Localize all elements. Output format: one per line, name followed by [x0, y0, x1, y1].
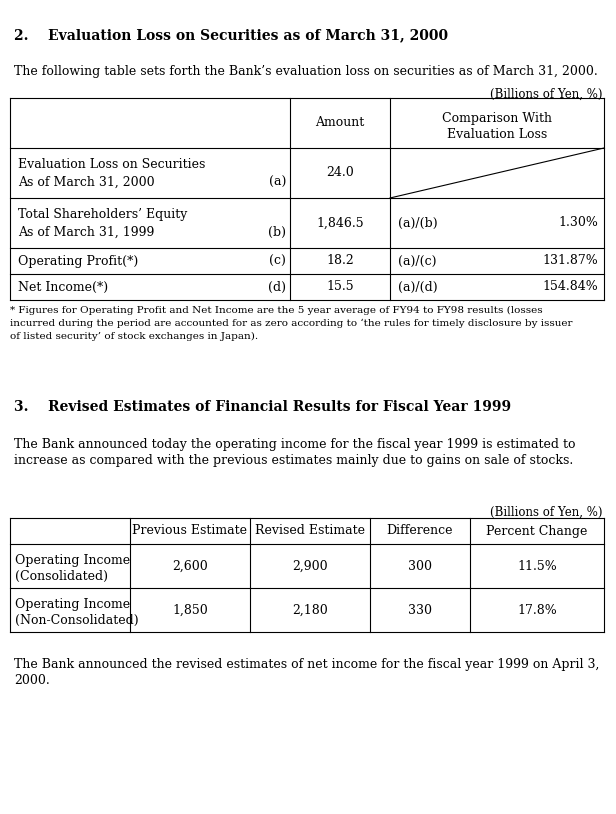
- Text: Revised Estimate: Revised Estimate: [255, 524, 365, 537]
- Text: Difference: Difference: [387, 524, 453, 537]
- Text: 2,180: 2,180: [292, 603, 328, 616]
- Text: (Non-Consolidated): (Non-Consolidated): [15, 614, 139, 627]
- Text: of listed security’ of stock exchanges in Japan).: of listed security’ of stock exchanges i…: [10, 332, 258, 341]
- Text: Previous Estimate: Previous Estimate: [132, 524, 248, 537]
- Text: 300: 300: [408, 559, 432, 572]
- Text: (a)/(d): (a)/(d): [398, 281, 437, 294]
- Text: 1.30%: 1.30%: [558, 217, 598, 230]
- Text: (a)/(b): (a)/(b): [398, 217, 437, 230]
- Text: (Consolidated): (Consolidated): [15, 570, 108, 583]
- Text: incurred during the period are accounted for as zero according to ‘the rules for: incurred during the period are accounted…: [10, 319, 572, 328]
- Text: 11.5%: 11.5%: [517, 559, 557, 572]
- Text: * Figures for Operating Profit and Net Income are the 5 year average of FY94 to : * Figures for Operating Profit and Net I…: [10, 306, 543, 315]
- Text: 2000.: 2000.: [14, 674, 50, 687]
- Text: 1,846.5: 1,846.5: [316, 217, 364, 230]
- Text: 2.    Evaluation Loss on Securities as of March 31, 2000: 2. Evaluation Loss on Securities as of M…: [14, 28, 448, 42]
- Text: 17.8%: 17.8%: [517, 603, 557, 616]
- Text: Comparison With: Comparison With: [442, 112, 552, 125]
- Text: increase as compared with the previous estimates mainly due to gains on sale of : increase as compared with the previous e…: [14, 454, 573, 467]
- Text: (a)/(c): (a)/(c): [398, 255, 437, 268]
- Text: 3.    Revised Estimates of Financial Results for Fiscal Year 1999: 3. Revised Estimates of Financial Result…: [14, 400, 511, 414]
- Text: Total Shareholders’ Equity: Total Shareholders’ Equity: [18, 208, 187, 221]
- Text: Evaluation Loss: Evaluation Loss: [447, 128, 547, 141]
- Text: Operating Income: Operating Income: [15, 554, 130, 567]
- Text: The Bank announced today the operating income for the fiscal year 1999 is estima: The Bank announced today the operating i…: [14, 438, 575, 451]
- Text: (Billions of Yen, %): (Billions of Yen, %): [490, 506, 602, 519]
- Text: 15.5: 15.5: [326, 281, 354, 294]
- Text: 18.2: 18.2: [326, 255, 354, 268]
- Text: The following table sets forth the Bank’s evaluation loss on securities as of Ma: The following table sets forth the Bank’…: [14, 65, 598, 78]
- Text: As of March 31, 1999: As of March 31, 1999: [18, 226, 155, 239]
- Text: 131.87%: 131.87%: [542, 255, 598, 268]
- Text: (d): (d): [268, 281, 286, 294]
- Text: (a): (a): [269, 176, 286, 189]
- Text: 154.84%: 154.84%: [542, 281, 598, 294]
- Text: As of March 31, 2000: As of March 31, 2000: [18, 176, 155, 189]
- Text: Operating Income: Operating Income: [15, 598, 130, 611]
- Text: Amount: Amount: [315, 116, 365, 129]
- Text: 24.0: 24.0: [326, 167, 354, 180]
- Text: (Billions of Yen, %): (Billions of Yen, %): [490, 88, 602, 101]
- Text: (b): (b): [268, 226, 286, 239]
- Text: (c): (c): [269, 255, 286, 268]
- Text: Percent Change: Percent Change: [486, 524, 588, 537]
- Text: 2,900: 2,900: [292, 559, 328, 572]
- Text: 330: 330: [408, 603, 432, 616]
- Text: 2,600: 2,600: [172, 559, 208, 572]
- Text: The Bank announced the revised estimates of net income for the fiscal year 1999 : The Bank announced the revised estimates…: [14, 658, 599, 671]
- Text: Evaluation Loss on Securities: Evaluation Loss on Securities: [18, 158, 205, 171]
- Text: 1,850: 1,850: [172, 603, 208, 616]
- Text: Operating Profit(*): Operating Profit(*): [18, 255, 138, 268]
- Text: Net Income(*): Net Income(*): [18, 281, 108, 294]
